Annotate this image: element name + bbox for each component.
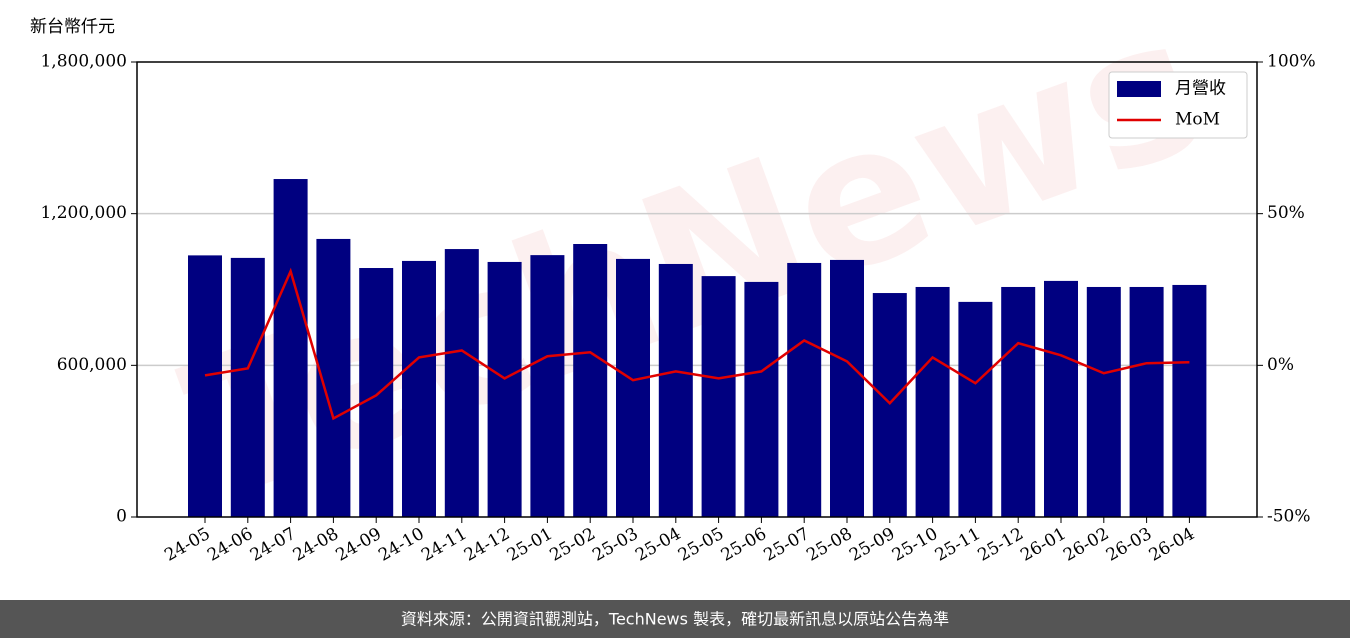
bar — [188, 255, 222, 517]
bar — [744, 281, 779, 517]
x-tick-label: 26-01 — [1017, 524, 1069, 566]
x-tick-label: 26-02 — [1060, 524, 1112, 566]
x-tick-label: 24-12 — [461, 524, 513, 566]
bar — [787, 262, 822, 517]
legend-swatch — [1117, 81, 1161, 97]
bar — [616, 258, 650, 517]
x-tick-label: 24-06 — [204, 524, 256, 566]
bar — [1086, 286, 1121, 517]
x-tick-label: 25-07 — [761, 524, 813, 566]
x-tick-label: 26-03 — [1103, 524, 1155, 566]
bar — [573, 244, 608, 517]
y2-tick-label: 50% — [1267, 203, 1305, 223]
y-tick-label: 1,800,000 — [40, 52, 127, 72]
y2-tick-label: -50% — [1267, 507, 1311, 527]
y-tick-label: 1,200,000 — [40, 203, 127, 223]
x-tick-label: 25-10 — [889, 524, 941, 566]
plot-frame — [136, 61, 1258, 518]
bar — [530, 255, 565, 517]
bar — [444, 249, 479, 518]
x-tick-label: 24-11 — [418, 524, 470, 566]
bar — [1001, 286, 1036, 517]
y-tick-label: 600,000 — [57, 355, 127, 375]
bar — [230, 257, 265, 517]
x-tick-label: 25-04 — [632, 524, 684, 566]
bar — [487, 261, 522, 517]
y2-tick-label: 100% — [1267, 52, 1316, 72]
bar — [658, 263, 693, 517]
bar — [701, 276, 736, 517]
bar — [273, 179, 308, 517]
bar — [958, 301, 993, 517]
bar — [915, 286, 950, 517]
x-tick-label: 24-10 — [375, 524, 427, 566]
legend-label: 月營收 — [1175, 79, 1226, 99]
x-tick-label: 24-08 — [290, 524, 342, 566]
y-tick-label: 0 — [116, 507, 127, 527]
y-axis-label: 新台幣仟元 — [30, 17, 115, 37]
bar — [830, 259, 864, 517]
y2-tick-label: 0% — [1267, 355, 1294, 375]
bar — [872, 293, 907, 517]
bar — [402, 260, 436, 517]
footer-text: 資料來源：公開資訊觀測站，TechNews 製表，確切最新訊息以原站公告為準 — [401, 610, 949, 629]
x-tick-label: 25-09 — [846, 524, 898, 566]
mom-line — [204, 267, 1190, 421]
x-tick-label: 25-11 — [932, 524, 984, 566]
legend-label: MoM — [1175, 110, 1220, 130]
bar — [1044, 280, 1078, 517]
x-tick-label: 25-02 — [547, 524, 599, 566]
x-tick-label: 25-05 — [675, 524, 727, 566]
x-tick-label: 25-01 — [504, 524, 556, 566]
x-tick-label: 26-04 — [1146, 524, 1198, 566]
x-tick-label: 25-06 — [718, 524, 770, 566]
bar — [359, 268, 394, 517]
x-tick-label: 25-12 — [975, 524, 1027, 566]
x-tick-label: 25-03 — [589, 524, 641, 566]
x-tick-label: 25-08 — [803, 524, 855, 566]
x-tick-label: 24-05 — [161, 524, 213, 566]
bar — [1129, 286, 1164, 517]
bar — [1172, 284, 1207, 517]
footer-bar — [0, 600, 1350, 638]
x-tick-label: 24-09 — [333, 524, 385, 566]
